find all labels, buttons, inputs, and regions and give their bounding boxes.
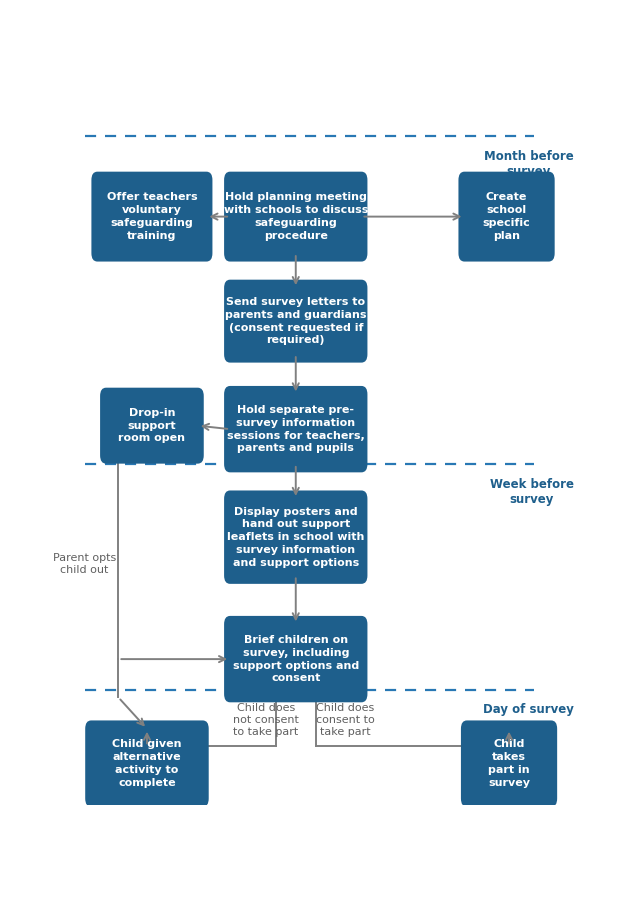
Text: Child
takes
part in
survey: Child takes part in survey [488,739,530,788]
FancyBboxPatch shape [224,386,367,472]
FancyBboxPatch shape [224,280,367,363]
Text: Child given
alternative
activity to
complete: Child given alternative activity to comp… [112,739,182,788]
FancyBboxPatch shape [461,720,557,807]
FancyBboxPatch shape [85,720,209,807]
Text: Offer teachers
voluntary
safeguarding
training: Offer teachers voluntary safeguarding tr… [107,193,197,241]
Text: Week before
survey: Week before survey [490,478,573,506]
FancyBboxPatch shape [458,172,555,262]
FancyBboxPatch shape [224,172,367,262]
Text: Child does
consent to
take part: Child does consent to take part [316,703,375,737]
Text: Child does
not consent
to take part: Child does not consent to take part [233,703,299,737]
Text: Day of survey: Day of survey [483,703,573,716]
Text: Month before
survey: Month before survey [484,150,573,178]
Text: Display posters and
hand out support
leaflets in school with
survey information
: Display posters and hand out support lea… [227,507,364,567]
Text: Parent opts
child out: Parent opts child out [52,553,116,575]
Text: Hold separate pre-
survey information
sessions for teachers,
parents and pupils: Hold separate pre- survey information se… [227,405,365,453]
Text: Create
school
specific
plan: Create school specific plan [483,193,531,241]
FancyBboxPatch shape [92,172,212,262]
Text: Brief children on
survey, including
support options and
consent: Brief children on survey, including supp… [232,635,359,683]
FancyBboxPatch shape [100,387,204,463]
Text: Send survey letters to
parents and guardians
(consent requested if
required): Send survey letters to parents and guard… [225,297,367,346]
Text: Drop-in
support
room open: Drop-in support room open [118,408,186,443]
Text: Hold planning meeting
with schools to discuss
safeguarding
procedure: Hold planning meeting with schools to di… [223,193,368,241]
FancyBboxPatch shape [224,616,367,702]
FancyBboxPatch shape [224,491,367,584]
